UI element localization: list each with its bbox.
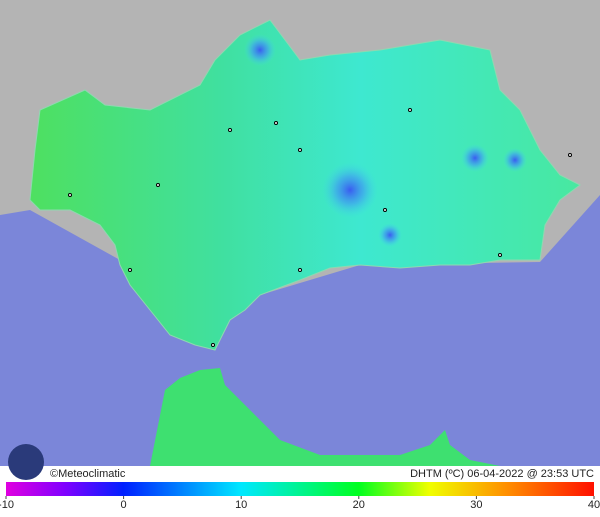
cold-spot	[378, 223, 402, 247]
tick-label: 30	[470, 499, 482, 511]
andalusia	[29, 19, 581, 351]
caption-bar	[0, 466, 600, 481]
cold-spot	[322, 162, 378, 218]
tick-label: -10	[0, 499, 14, 511]
tick-label: 0	[121, 499, 127, 511]
cold-spot	[503, 148, 527, 172]
morocco	[150, 368, 500, 466]
stations	[68, 108, 572, 347]
sea	[0, 195, 600, 466]
cold-spot	[461, 144, 489, 172]
tick-label: 40	[588, 499, 600, 511]
tick-label: 20	[353, 499, 365, 511]
tick-label: 10	[235, 499, 247, 511]
caption: DHTM (ºC) 06-04-2022 @ 23:53 UTC	[410, 468, 594, 480]
cold-spot	[244, 34, 276, 66]
logo	[8, 444, 44, 480]
credit: ©Meteoclimatic	[50, 468, 126, 480]
colorbar-scale	[6, 482, 594, 496]
